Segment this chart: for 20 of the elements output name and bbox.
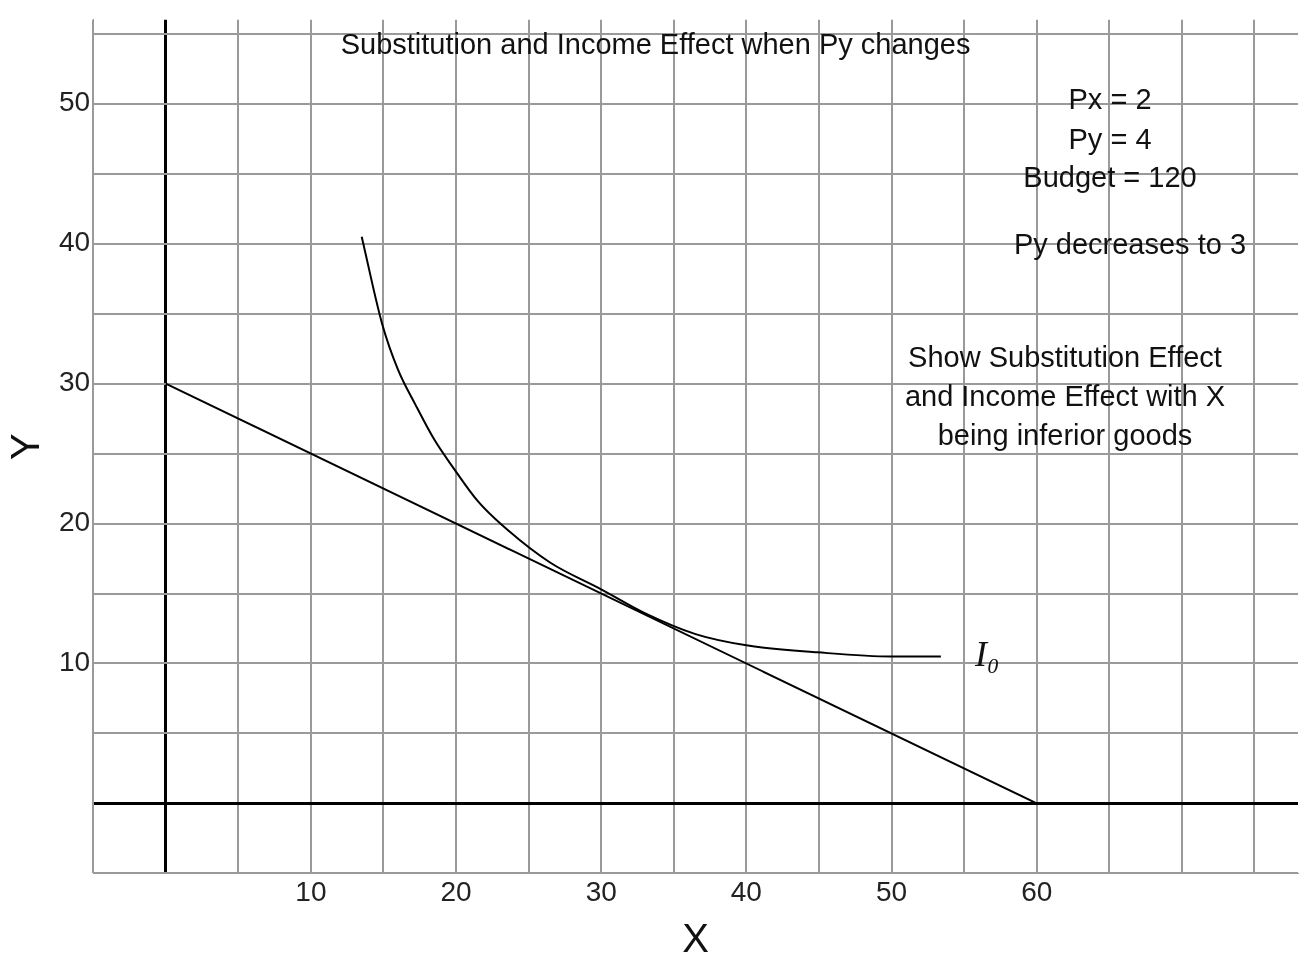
x-tick-label: 50 [875, 875, 908, 907]
y-tick-label: 30 [58, 366, 91, 398]
x-tick-label: 60 [1021, 875, 1053, 907]
x-axis-title: X [682, 916, 709, 961]
x-tick-label: 10 [295, 875, 327, 907]
annotation: Px = 2 [1067, 82, 1153, 117]
annotation: Py = 4 [1067, 122, 1153, 157]
x-tick-label: 30 [585, 875, 617, 907]
x-tick-label: 20 [440, 875, 472, 907]
y-tick-label: 20 [58, 506, 91, 538]
y-tick-label: 50 [58, 86, 91, 118]
annotation: Budget = 120 [1022, 160, 1198, 195]
y-tick-label: 10 [58, 646, 91, 678]
x-tick-label: 40 [730, 875, 762, 907]
chart-title: Substitution and Income Effect when Py changes [340, 28, 971, 61]
annotation: Py decreases to 3 [1012, 227, 1248, 262]
y-tick-label: 40 [58, 226, 91, 258]
y-axis-title: Y [3, 433, 48, 460]
series-label: I₀ [973, 633, 1000, 674]
annotation: Show Substitution Effect and Income Effect with X being inferior goods [903, 340, 1227, 453]
